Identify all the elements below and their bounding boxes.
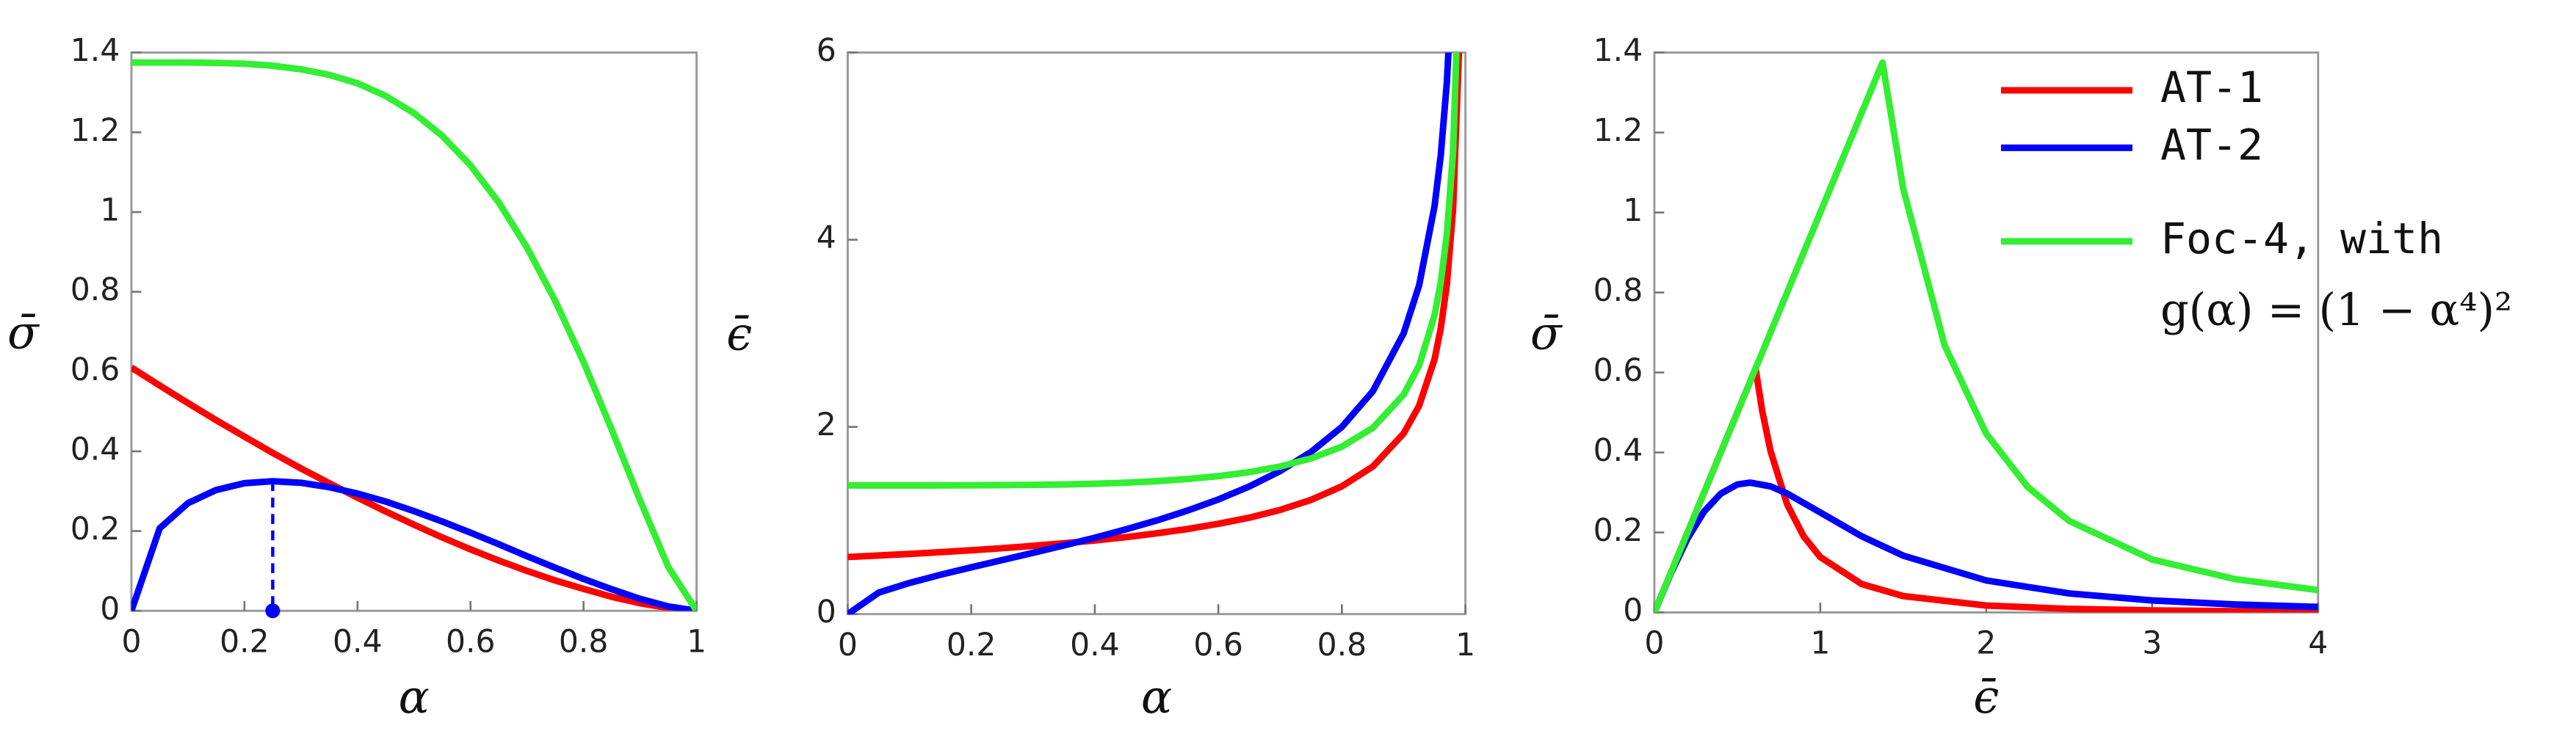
y-tick-label: 0.8 (1593, 273, 1643, 309)
x-tick-label: 0.6 (1193, 628, 1243, 663)
y-tick-label: 1 (100, 192, 120, 228)
series-line (847, 52, 1460, 489)
y-tick-label: 0.4 (70, 432, 120, 468)
chart: 0 0.2 0.4 0.6 0.8 1 0 2 4 6 α ϵ̄ (726, 33, 1475, 724)
y-tick-label: 0.8 (70, 272, 120, 308)
y-tick-label: 0.2 (70, 512, 120, 548)
legend-label: AT-1 (2160, 62, 2263, 112)
x-tick-label: 0.2 (947, 628, 996, 663)
x-tick-label: 4 (2308, 626, 2328, 662)
x-tick-label: 1 (687, 624, 706, 660)
marker-dot (265, 603, 281, 619)
x-tick-label: 2 (1976, 626, 1996, 662)
y-axis-label: ϵ̄ (726, 308, 752, 361)
x-tick-label: 0.6 (446, 624, 496, 660)
x-axis-label: α (399, 670, 430, 724)
y-tick-label: 0.6 (70, 352, 120, 388)
y-tick-label: 1.4 (1593, 33, 1643, 69)
series-line (1654, 59, 2318, 613)
y-tick-label: 0 (1623, 593, 1643, 629)
x-tick-label: 1 (1810, 626, 1830, 662)
y-tick-label: 1.4 (70, 33, 120, 69)
series-line (131, 478, 697, 611)
chart: 0 0.2 0.4 0.6 0.8 1 0 0.2 0.4 0.6 0.8 1 1.2 1.4 α σ̄ (7, 33, 706, 724)
x-tick-label: 0.2 (220, 624, 269, 660)
x-tick-label: 0.4 (333, 624, 383, 660)
x-tick-label: 0.8 (559, 624, 609, 660)
y-tick-label: 1.2 (1593, 113, 1643, 149)
x-tick-label: 0.8 (1317, 628, 1367, 663)
series-line (131, 365, 697, 611)
x-tick-label: 3 (2142, 626, 2162, 662)
series-line (131, 59, 697, 611)
y-tick-label: 0.4 (1593, 433, 1643, 469)
y-tick-label: 0 (817, 594, 836, 630)
y-tick-label: 0.2 (1593, 513, 1643, 549)
series-line (1654, 479, 2318, 613)
x-axis-label: α (1141, 670, 1172, 724)
x-tick-label: 0 (838, 628, 858, 663)
plot-frame (130, 51, 698, 612)
series-line (847, 52, 1452, 614)
y-tick-label: 0.6 (1593, 353, 1643, 389)
x-tick-label: 0.4 (1070, 628, 1120, 663)
x-tick-label: 1 (1455, 628, 1475, 663)
legend-note: g(α) = (1 − α⁴)² (2160, 285, 2512, 336)
legend-label: Foc-4, with (2160, 214, 2443, 263)
x-tick-label: 0 (121, 624, 141, 660)
y-axis-label: σ̄ (7, 305, 40, 359)
series-line (1654, 365, 2318, 613)
series-line (847, 52, 1463, 561)
y-tick-label: 1.2 (70, 113, 120, 149)
y-axis-label: σ̄ (1530, 306, 1563, 360)
y-tick-label: 4 (817, 220, 836, 256)
legend-label: AT-2 (2160, 120, 2263, 170)
y-tick-label: 6 (817, 33, 836, 69)
y-tick-label: 0 (100, 592, 120, 628)
x-tick-label: 0 (1644, 626, 1664, 662)
y-tick-label: 2 (817, 407, 836, 443)
chart: 0 1 2 3 4 0 0.2 0.4 0.6 0.8 1 1.2 1.4 ϵ̄ σ̄ AT-1 AT-2 Foc… (1530, 33, 2512, 724)
plot-frame (846, 51, 1467, 616)
x-axis-label: ϵ̄ (1973, 670, 1999, 724)
y-tick-label: 1 (1623, 193, 1643, 229)
